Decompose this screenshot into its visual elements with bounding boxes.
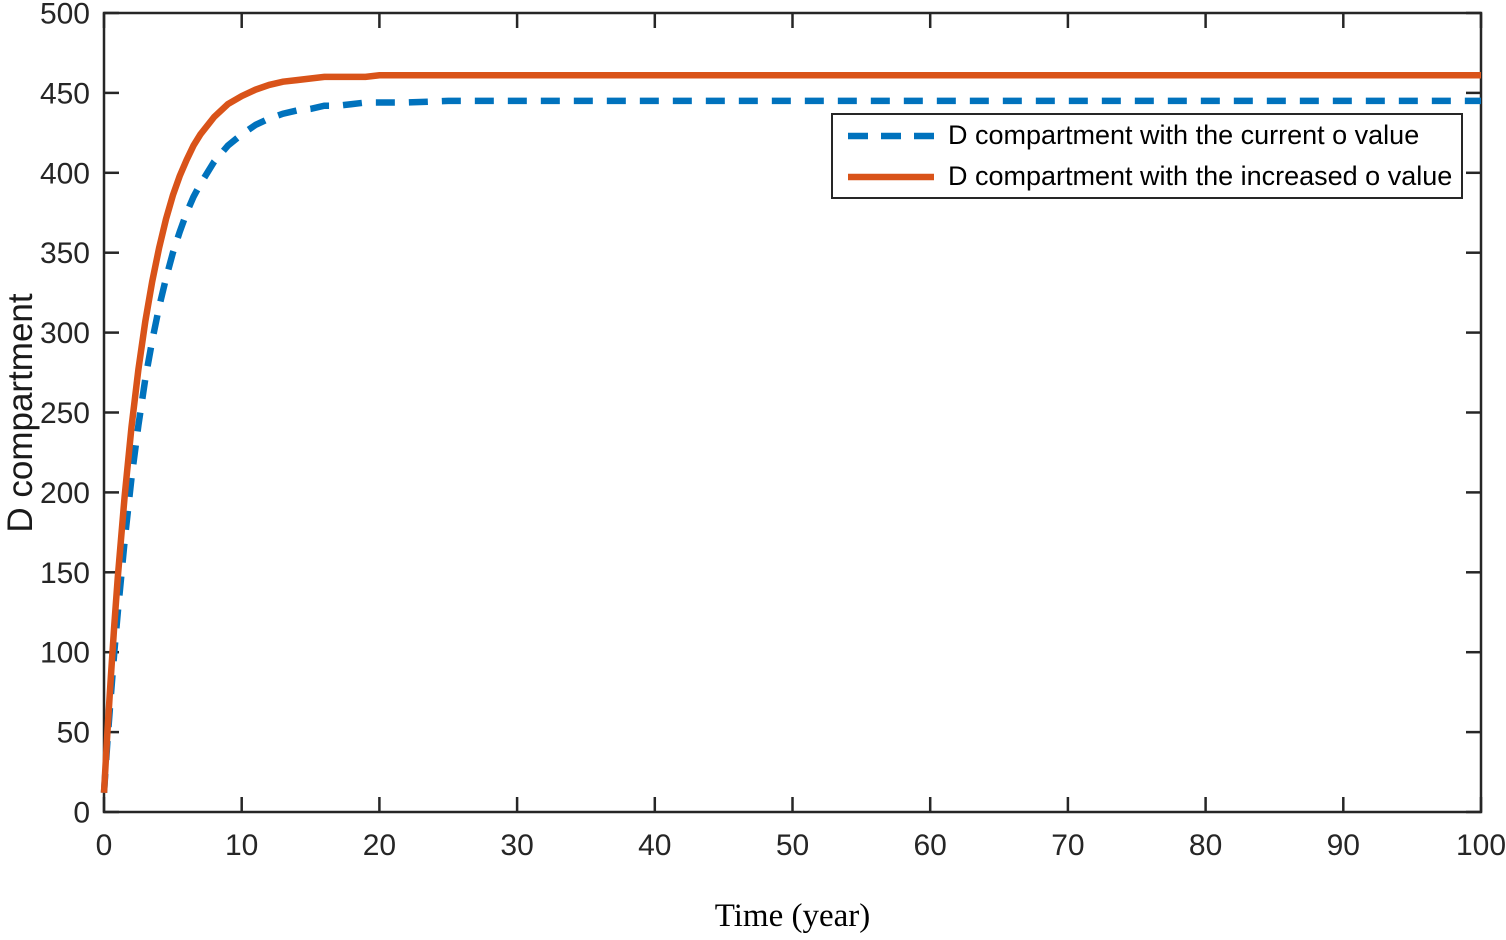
x-tick-label: 30 bbox=[500, 829, 533, 862]
y-tick-label: 150 bbox=[40, 557, 90, 590]
y-tick-label: 400 bbox=[40, 157, 90, 190]
legend-label-increased: D compartment with the increased o value bbox=[948, 161, 1453, 191]
legend-item-current: D compartment with the current o value bbox=[848, 120, 1461, 151]
x-tick-label: 80 bbox=[1189, 829, 1222, 862]
x-tick-label: 40 bbox=[638, 829, 671, 862]
series-line-increased bbox=[100, 72, 1481, 793]
y-tick-label: 250 bbox=[40, 397, 90, 430]
y-tick-label: 50 bbox=[57, 717, 90, 750]
x-axis-label: Time (year) bbox=[714, 898, 871, 934]
x-tick-label: 10 bbox=[225, 829, 258, 862]
x-tick-label: 20 bbox=[363, 829, 396, 862]
x-tick-label: 70 bbox=[1051, 829, 1084, 862]
y-tick-label: 300 bbox=[40, 317, 90, 350]
y-tick-label: 0 bbox=[73, 797, 90, 830]
y-tick-label: 350 bbox=[40, 237, 90, 270]
x-tick-label: 100 bbox=[1456, 829, 1506, 862]
x-tick-label: 50 bbox=[776, 829, 809, 862]
legend-dashed-line-sample bbox=[848, 132, 934, 139]
legend-item-increased: D compartment with the increased o value bbox=[848, 161, 1461, 192]
y-tick-label: 100 bbox=[40, 637, 90, 670]
y-tick-label: 450 bbox=[40, 77, 90, 110]
x-tick-label: 90 bbox=[1327, 829, 1360, 862]
y-tick-label: 200 bbox=[40, 477, 90, 510]
x-tick-label: 60 bbox=[914, 829, 947, 862]
legend-label-current: D compartment with the current o value bbox=[948, 120, 1420, 150]
y-axis-label: D compartment bbox=[1, 293, 40, 533]
series-line-current bbox=[100, 97, 1481, 794]
x-tick-label: 0 bbox=[96, 829, 113, 862]
legend: D compartment with the current o value D… bbox=[831, 113, 1463, 199]
legend-solid-line-sample bbox=[848, 173, 934, 180]
y-tick-label: 500 bbox=[40, 0, 90, 31]
